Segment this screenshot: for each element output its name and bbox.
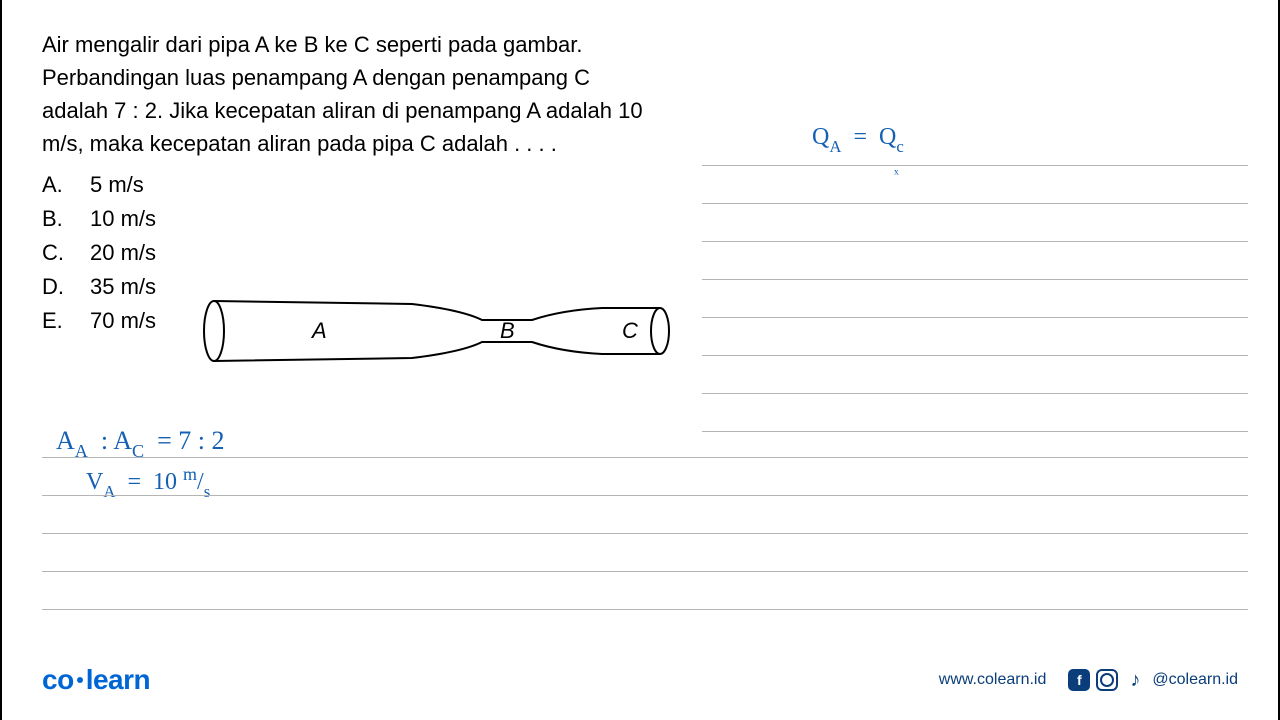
diagram-label-a: A: [310, 318, 327, 343]
ruled-line: [42, 458, 1248, 496]
ruled-line: [702, 318, 1248, 356]
options-list: A. 5 m/s B. 10 m/s C. 20 m/s D. 35 m/s E…: [42, 168, 156, 338]
logo: colearn: [42, 664, 150, 696]
ruled-line: [702, 128, 1248, 166]
tiktok-icon: ♪: [1124, 669, 1146, 691]
footer-url: www.colearn.id: [939, 671, 1047, 689]
option-d: D. 35 m/s: [42, 270, 156, 304]
option-label: B.: [42, 202, 72, 236]
option-a: A. 5 m/s: [42, 168, 156, 202]
ruled-line: [702, 204, 1248, 242]
logo-dot-icon: [77, 677, 83, 683]
option-b: B. 10 m/s: [42, 202, 156, 236]
diagram-label-c: C: [622, 318, 638, 343]
option-c: C. 20 m/s: [42, 236, 156, 270]
social-icons: f ♪ @colearn.id: [1068, 669, 1238, 691]
logo-prefix: co: [42, 664, 74, 695]
footer: colearn www.colearn.id f ♪ @colearn.id: [42, 664, 1238, 696]
ruled-line: [42, 572, 1248, 610]
pipe-diagram: A B C: [202, 296, 672, 371]
ruled-area-top: QA = Qc ˣ: [702, 128, 1248, 432]
ruled-line: [702, 242, 1248, 280]
option-text: 20 m/s: [90, 236, 156, 270]
question-text: Air mengalir dari pipa A ke B ke C seper…: [42, 28, 662, 160]
option-label: D.: [42, 270, 72, 304]
ruled-line: [42, 420, 1248, 458]
option-label: C.: [42, 236, 72, 270]
option-text: 5 m/s: [90, 168, 144, 202]
facebook-icon: f: [1068, 669, 1090, 691]
option-text: 10 m/s: [90, 202, 156, 236]
ruled-area-bottom: AA : AC = 7 : 2 VA = 10 m/s: [42, 420, 1248, 610]
footer-handle: @colearn.id: [1152, 671, 1238, 689]
instagram-icon: [1096, 669, 1118, 691]
footer-right: www.colearn.id f ♪ @colearn.id: [939, 669, 1238, 691]
option-label: A.: [42, 168, 72, 202]
ruled-line: [702, 356, 1248, 394]
option-label: E.: [42, 304, 72, 338]
logo-suffix: learn: [86, 664, 150, 695]
option-e: E. 70 m/s: [42, 304, 156, 338]
ruled-line: [702, 166, 1248, 204]
ruled-line: [42, 496, 1248, 534]
ruled-line: [702, 280, 1248, 318]
option-text: 70 m/s: [90, 304, 156, 338]
ruled-line: [42, 534, 1248, 572]
diagram-label-b: B: [500, 318, 515, 343]
option-text: 35 m/s: [90, 270, 156, 304]
